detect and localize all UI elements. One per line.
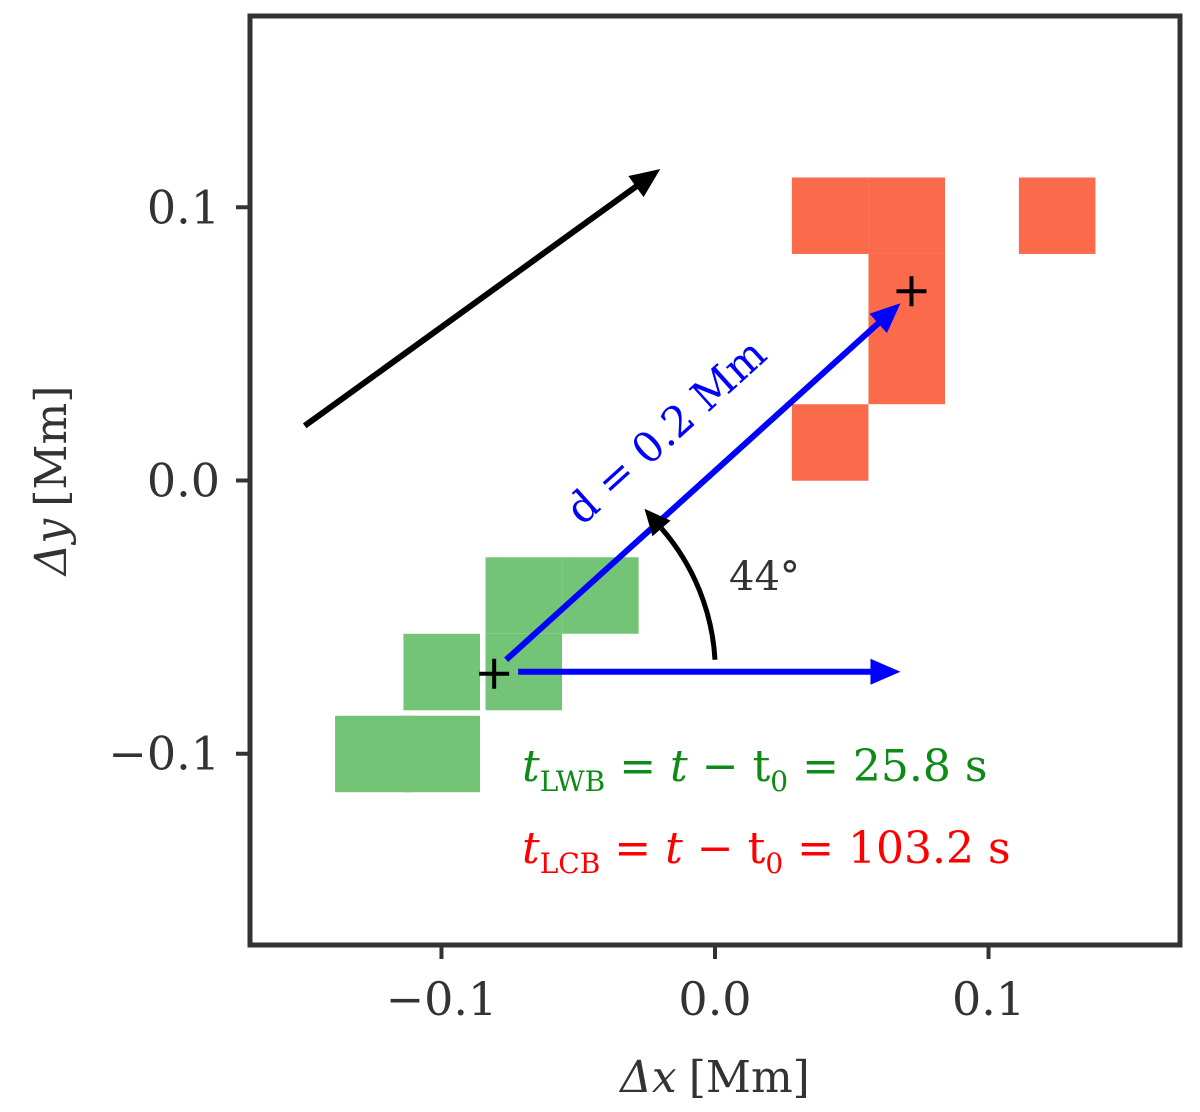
angle-arc <box>659 526 718 660</box>
plot-frame <box>247 13 1183 948</box>
lcb-pixel <box>868 177 945 254</box>
lwb-minus-t: − t <box>688 741 771 792</box>
centroid-markers <box>479 276 927 689</box>
lwb-subscript: LWB <box>540 765 606 798</box>
x-axis-ticks: −0.1 0.0 0.1 <box>386 945 1025 1026</box>
lcb-pixel <box>791 177 869 254</box>
displacement-arrow-line <box>504 319 882 662</box>
angle-label: 44° <box>729 554 800 600</box>
displacement-arrow-head <box>869 303 901 333</box>
lwb-t-symbol: t <box>522 741 540 792</box>
x-tick-label: −0.1 <box>386 972 498 1026</box>
lcb-t-symbol: t <box>522 823 540 874</box>
lcb-t: t <box>665 823 683 874</box>
angle-arc-head <box>644 508 671 537</box>
horizontal-arrow-head <box>870 658 901 685</box>
lwb-pixel <box>403 633 480 711</box>
lcb-minus-t: − t <box>683 823 766 874</box>
x-tick-label: 0.0 <box>678 972 751 1026</box>
lcb-value: = 103.2 s <box>783 823 1010 874</box>
x-axis-symbol: Δx <box>618 1052 677 1103</box>
x-tick-label: 0.1 <box>952 972 1025 1026</box>
lwb-t0-sub: 0 <box>770 765 788 798</box>
y-tick-label: 0.1 <box>147 180 220 234</box>
lcb-pixel <box>1018 177 1096 254</box>
y-axis-symbol: Δy <box>26 518 77 578</box>
x-axis-label: Δx [Mm] <box>618 1052 810 1103</box>
lcb-pixels <box>791 177 1096 481</box>
x-axis-unit: [Mm] <box>689 1052 810 1103</box>
lcb-subscript: LCB <box>540 847 601 880</box>
lcb-t0-sub: 0 <box>765 847 783 880</box>
lwb-time-annotation: tLWB = t − t0 = 25.8 s <box>522 741 987 798</box>
y-axis-ticks: 0.1 0.0 −0.1 <box>108 180 250 781</box>
lwb-pixel <box>403 715 480 793</box>
lwb-pixel <box>335 715 412 793</box>
y-tick-label: −0.1 <box>108 727 220 781</box>
y-axis-unit: [Mm] <box>26 386 77 507</box>
lcb-equals: = <box>600 823 665 874</box>
reference-arrow-head <box>628 169 661 198</box>
y-axis-label: Δy [Mm] <box>26 386 77 578</box>
reference-arrow-line <box>302 182 640 429</box>
lwb-equals: = <box>605 741 670 792</box>
lcb-time-annotation: tLCB = t − t0 = 103.2 s <box>522 823 1011 880</box>
lwb-value: = 25.8 s <box>788 741 987 792</box>
lcb-pixel <box>868 327 945 405</box>
lwb-t: t <box>670 741 688 792</box>
distance-label: d = 0.2 Mm <box>556 329 776 534</box>
y-tick-label: 0.0 <box>147 454 220 508</box>
lcb-pixel <box>791 404 869 481</box>
